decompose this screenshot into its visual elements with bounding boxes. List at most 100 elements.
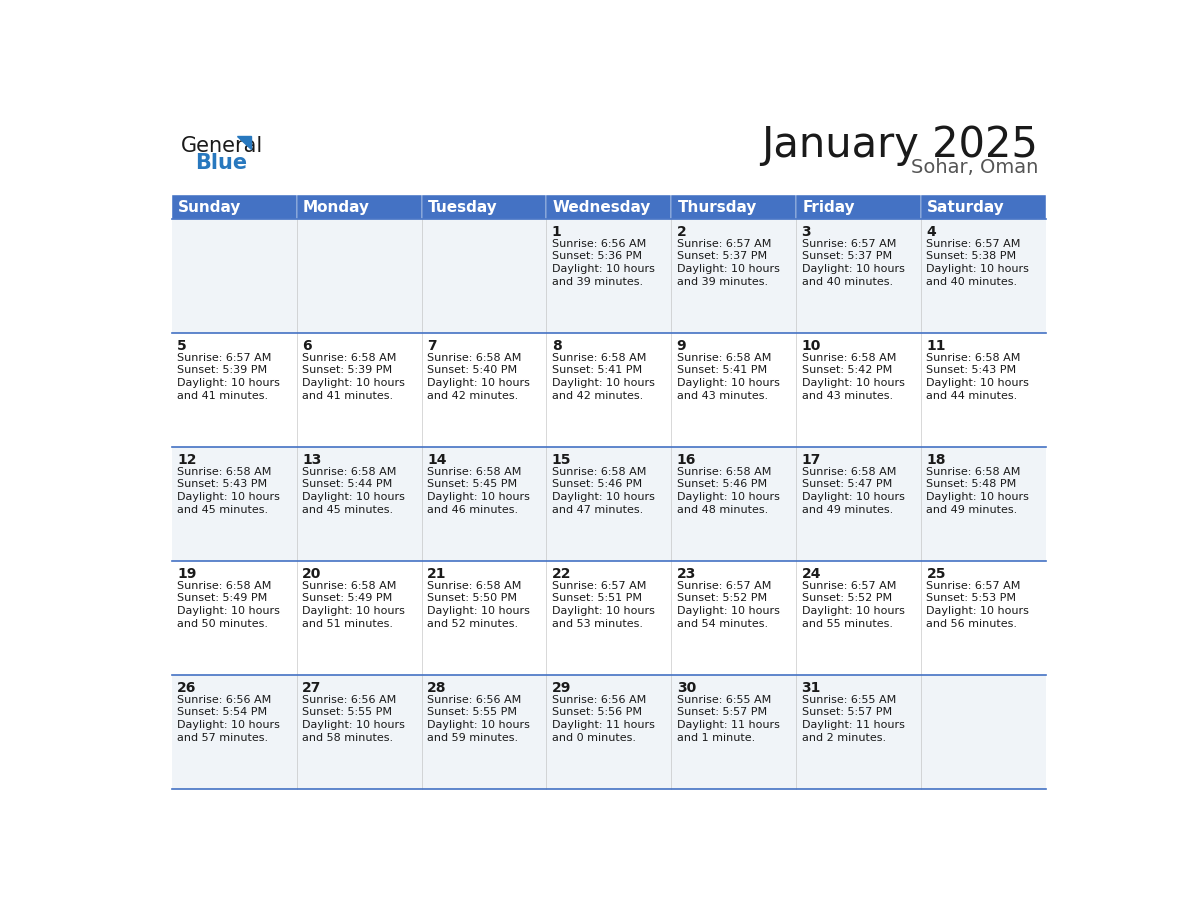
Text: and 0 minutes.: and 0 minutes.: [552, 733, 636, 743]
Text: 26: 26: [177, 681, 196, 695]
Text: Sunset: 5:57 PM: Sunset: 5:57 PM: [677, 707, 766, 717]
Text: 13: 13: [302, 453, 322, 467]
Bar: [297, 195, 422, 219]
Text: Daylight: 11 hours: Daylight: 11 hours: [552, 720, 655, 730]
Bar: [172, 195, 297, 219]
Text: 14: 14: [426, 453, 447, 467]
Text: Daylight: 10 hours: Daylight: 10 hours: [302, 606, 405, 616]
Text: and 49 minutes.: and 49 minutes.: [802, 505, 893, 515]
Text: Sunset: 5:53 PM: Sunset: 5:53 PM: [927, 593, 1017, 603]
Text: Daylight: 10 hours: Daylight: 10 hours: [927, 492, 1029, 502]
Text: Daylight: 11 hours: Daylight: 11 hours: [802, 720, 904, 730]
Text: Sunrise: 6:58 AM: Sunrise: 6:58 AM: [426, 580, 522, 590]
Bar: [671, 195, 796, 219]
Text: Sunset: 5:55 PM: Sunset: 5:55 PM: [426, 707, 517, 717]
Text: Saturday: Saturday: [928, 200, 1005, 215]
Text: Sunset: 5:39 PM: Sunset: 5:39 PM: [177, 365, 267, 375]
Text: Daylight: 10 hours: Daylight: 10 hours: [552, 264, 655, 274]
Text: Friday: Friday: [802, 200, 855, 215]
Text: Daylight: 10 hours: Daylight: 10 hours: [177, 492, 280, 502]
Text: and 42 minutes.: and 42 minutes.: [552, 391, 643, 401]
Text: Sunrise: 6:58 AM: Sunrise: 6:58 AM: [677, 466, 771, 476]
Text: 1: 1: [552, 225, 562, 239]
Text: Daylight: 11 hours: Daylight: 11 hours: [677, 720, 779, 730]
Text: 5: 5: [177, 339, 187, 353]
Text: and 56 minutes.: and 56 minutes.: [927, 619, 1017, 629]
Text: and 45 minutes.: and 45 minutes.: [177, 505, 268, 515]
Text: Daylight: 10 hours: Daylight: 10 hours: [426, 720, 530, 730]
Text: Sunrise: 6:56 AM: Sunrise: 6:56 AM: [426, 695, 522, 705]
Bar: [172, 333, 1045, 447]
Text: and 41 minutes.: and 41 minutes.: [302, 391, 393, 401]
Text: 3: 3: [802, 225, 811, 239]
Text: Sunset: 5:48 PM: Sunset: 5:48 PM: [927, 479, 1017, 489]
Text: and 46 minutes.: and 46 minutes.: [426, 505, 518, 515]
Text: 24: 24: [802, 566, 821, 581]
Bar: [422, 195, 546, 219]
Text: Sunset: 5:42 PM: Sunset: 5:42 PM: [802, 365, 892, 375]
Text: and 52 minutes.: and 52 minutes.: [426, 619, 518, 629]
Text: Daylight: 10 hours: Daylight: 10 hours: [177, 606, 280, 616]
Text: Sunrise: 6:58 AM: Sunrise: 6:58 AM: [302, 580, 397, 590]
Text: January 2025: January 2025: [762, 124, 1038, 166]
Text: Sunrise: 6:56 AM: Sunrise: 6:56 AM: [177, 695, 271, 705]
Text: Sunday: Sunday: [178, 200, 241, 215]
Text: and 40 minutes.: and 40 minutes.: [927, 277, 1018, 286]
Text: Sunset: 5:51 PM: Sunset: 5:51 PM: [552, 593, 642, 603]
Text: Daylight: 10 hours: Daylight: 10 hours: [927, 378, 1029, 388]
Text: Daylight: 10 hours: Daylight: 10 hours: [802, 378, 904, 388]
Text: 31: 31: [802, 681, 821, 695]
Text: and 48 minutes.: and 48 minutes.: [677, 505, 767, 515]
Text: and 41 minutes.: and 41 minutes.: [177, 391, 268, 401]
Text: Daylight: 10 hours: Daylight: 10 hours: [677, 264, 779, 274]
Text: 10: 10: [802, 339, 821, 353]
Text: 20: 20: [302, 566, 322, 581]
Text: Sunset: 5:39 PM: Sunset: 5:39 PM: [302, 365, 392, 375]
Text: 25: 25: [927, 566, 946, 581]
Text: Sunrise: 6:58 AM: Sunrise: 6:58 AM: [302, 466, 397, 476]
Text: Sunset: 5:52 PM: Sunset: 5:52 PM: [802, 593, 892, 603]
Text: 6: 6: [302, 339, 311, 353]
Text: Sunset: 5:52 PM: Sunset: 5:52 PM: [677, 593, 766, 603]
Text: Sunset: 5:57 PM: Sunset: 5:57 PM: [802, 707, 892, 717]
Text: Daylight: 10 hours: Daylight: 10 hours: [426, 378, 530, 388]
Text: 29: 29: [552, 681, 571, 695]
Text: Daylight: 10 hours: Daylight: 10 hours: [802, 606, 904, 616]
Text: Sunset: 5:56 PM: Sunset: 5:56 PM: [552, 707, 642, 717]
Text: Sunrise: 6:58 AM: Sunrise: 6:58 AM: [426, 466, 522, 476]
Text: 17: 17: [802, 453, 821, 467]
Text: 23: 23: [677, 566, 696, 581]
Text: and 39 minutes.: and 39 minutes.: [677, 277, 767, 286]
Text: Daylight: 10 hours: Daylight: 10 hours: [177, 378, 280, 388]
Text: 28: 28: [426, 681, 447, 695]
Text: Sunrise: 6:57 AM: Sunrise: 6:57 AM: [927, 239, 1020, 249]
Text: Sunset: 5:44 PM: Sunset: 5:44 PM: [302, 479, 392, 489]
Text: 27: 27: [302, 681, 322, 695]
Text: Sunset: 5:55 PM: Sunset: 5:55 PM: [302, 707, 392, 717]
Text: Sunset: 5:38 PM: Sunset: 5:38 PM: [927, 252, 1017, 262]
Text: Sunset: 5:41 PM: Sunset: 5:41 PM: [677, 365, 766, 375]
Text: and 54 minutes.: and 54 minutes.: [677, 619, 767, 629]
Text: Sunrise: 6:58 AM: Sunrise: 6:58 AM: [927, 353, 1020, 363]
Text: Sunrise: 6:57 AM: Sunrise: 6:57 AM: [927, 580, 1020, 590]
Text: 18: 18: [927, 453, 946, 467]
Polygon shape: [236, 136, 251, 150]
Text: Sunrise: 6:57 AM: Sunrise: 6:57 AM: [677, 580, 771, 590]
Text: Daylight: 10 hours: Daylight: 10 hours: [426, 606, 530, 616]
Bar: [172, 562, 1045, 676]
Text: 19: 19: [177, 566, 196, 581]
Text: Sunset: 5:54 PM: Sunset: 5:54 PM: [177, 707, 267, 717]
Text: Sunrise: 6:57 AM: Sunrise: 6:57 AM: [802, 239, 896, 249]
Text: and 53 minutes.: and 53 minutes.: [552, 619, 643, 629]
Text: Sunrise: 6:55 AM: Sunrise: 6:55 AM: [802, 695, 896, 705]
Text: Daylight: 10 hours: Daylight: 10 hours: [552, 378, 655, 388]
Bar: [796, 195, 921, 219]
Text: 15: 15: [552, 453, 571, 467]
Text: and 1 minute.: and 1 minute.: [677, 733, 754, 743]
Text: 30: 30: [677, 681, 696, 695]
Bar: [172, 219, 1045, 333]
Text: and 57 minutes.: and 57 minutes.: [177, 733, 268, 743]
Text: Sunset: 5:47 PM: Sunset: 5:47 PM: [802, 479, 892, 489]
Text: Sunrise: 6:57 AM: Sunrise: 6:57 AM: [677, 239, 771, 249]
Text: 9: 9: [677, 339, 687, 353]
